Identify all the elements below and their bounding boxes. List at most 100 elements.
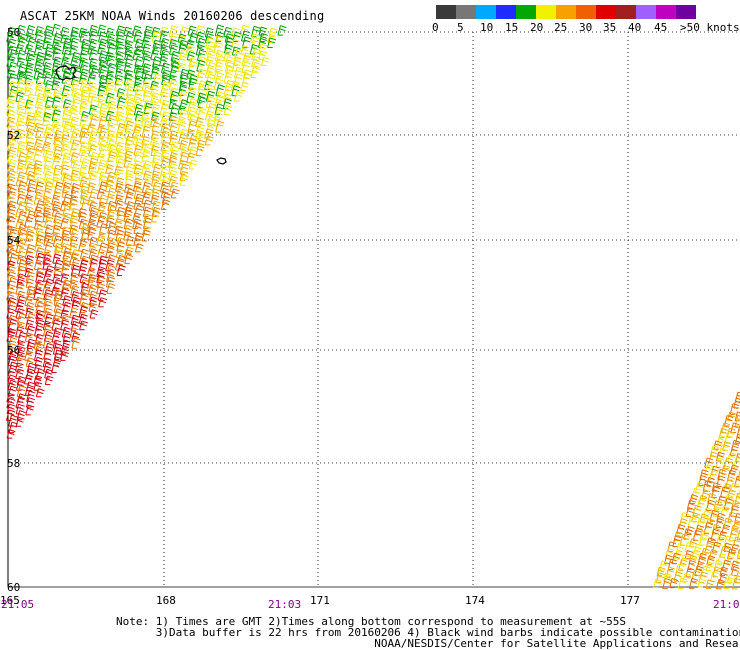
wind-barb [665,566,675,578]
wind-barb [16,111,26,122]
wind-barb [711,486,721,499]
wind-barb [33,194,43,205]
wind-barb [223,72,233,84]
wind-barb [697,578,707,588]
wind-barb [15,241,25,254]
wind-barb [15,91,25,102]
wind-barb [53,259,64,270]
wind-barb [43,201,52,212]
wind-barb [42,320,52,331]
wind-barb [25,357,35,367]
wind-barb [43,73,53,85]
wind-barb [70,57,79,67]
wind-barb [141,110,150,120]
wind-barb [205,84,215,97]
wind-barb [24,307,35,319]
wind-barb [52,253,62,264]
wind-barb [51,194,61,206]
wind-barb [7,343,17,354]
wind-barb [186,39,195,49]
wind-barb [267,37,277,49]
wind-barb [44,224,54,234]
wind-barb [96,152,106,164]
wind-barb [169,32,179,42]
wind-barb [160,199,171,211]
wind-barb [69,194,79,206]
wind-barb [42,249,52,259]
wind-barb [24,102,34,114]
wind-barb [7,38,17,49]
wind-barb [52,123,61,133]
wind-barb [35,72,45,84]
wind-barb [195,145,205,157]
wind-barb [124,39,134,50]
wind-barb [724,415,734,427]
colorbar-label: 30 [579,21,593,34]
wind-barb [62,98,72,109]
wind-barb [151,157,161,168]
wind-barb [60,319,70,331]
wind-barb [60,217,70,229]
wind-barb [671,552,681,565]
wind-barb [142,170,152,181]
wind-barb [25,174,35,186]
wind-barb [196,49,207,61]
wind-barb [43,91,53,102]
wind-barb [169,44,179,55]
wind-barb [715,451,725,462]
wind-barb [161,176,171,187]
wind-barb [701,489,711,499]
wind-barb [44,278,54,289]
wind-barb [43,362,53,373]
wind-barb [133,222,143,235]
wind-barb [16,346,26,356]
wind-barb [96,188,106,200]
chart-title: ASCAT 25KM NOAA Winds 20160206 descendin… [20,9,325,23]
wind-barb [188,78,198,90]
wind-barb [197,96,207,109]
wind-barb [168,156,178,169]
wind-barb [125,201,135,212]
wind-barb [24,247,35,259]
wind-barb [62,204,72,217]
wind-barb [15,403,25,415]
wind-barb [124,254,134,265]
wind-barb [718,445,728,457]
wind-barb [170,188,180,199]
wind-barb [88,144,98,157]
longitude-label: 174 [465,594,485,607]
wind-barb [6,265,16,277]
wind-barb [60,144,70,156]
colorbar-swatch [556,5,576,19]
wind-barb [34,342,44,354]
wind-barb [115,50,125,61]
wind-barb [151,210,161,223]
colorbar-label: 20 [530,21,544,34]
wind-barb [105,175,115,187]
wind-barb [25,255,34,265]
wind-barb [88,170,97,180]
wind-barb [78,265,88,277]
wind-barb [698,475,708,487]
wind-barb [53,289,63,302]
wind-speed-colorbar [436,5,696,19]
wind-barb [16,340,26,350]
wind-barb [33,206,43,217]
wind-barb [33,67,43,80]
wind-barb [716,536,725,546]
wind-barb [33,150,43,162]
wind-barb [61,326,71,338]
wind-barb [680,511,690,523]
wind-barb [160,164,170,176]
wind-barb [35,126,45,139]
wind-barb [706,499,716,512]
wind-barb [89,95,99,108]
wind-barb [723,578,733,589]
wind-barb [26,210,36,222]
wind-barb [179,151,189,163]
wind-barb [133,31,143,42]
wind-barb [87,284,98,296]
wind-barb [6,32,16,43]
wind-barb [78,171,88,181]
wind-barb [704,457,714,468]
